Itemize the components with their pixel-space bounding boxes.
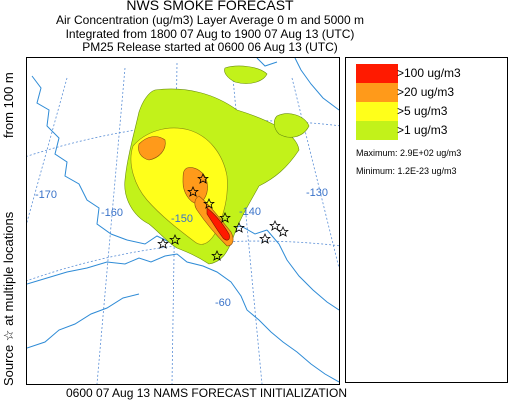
legend-minimum: Minimum: 1.2E-23 ug/m3 bbox=[356, 166, 457, 176]
lon-label-140: -140 bbox=[239, 206, 261, 218]
legend-label: >1 ug/m3 bbox=[397, 123, 448, 137]
lon-label-170: -170 bbox=[35, 189, 57, 201]
legend-panel: >100 ug/m3 >20 ug/m3 >5 ug/m3 >1 ug/m3 M… bbox=[345, 57, 508, 383]
legend-label: >100 ug/m3 bbox=[397, 66, 461, 80]
lon-label-130: -130 bbox=[306, 187, 328, 199]
legend-swatch bbox=[356, 83, 398, 102]
source-markers bbox=[157, 173, 289, 261]
lat-label-60: -60 bbox=[215, 297, 231, 309]
side-label-height: from 100 m bbox=[1, 72, 16, 138]
legend-label: >20 ug/m3 bbox=[397, 85, 455, 99]
subtitle-release: PM25 Release started at 0600 06 Aug 13 (… bbox=[82, 40, 338, 54]
legend-swatch bbox=[356, 64, 398, 83]
smoke-plume bbox=[124, 65, 310, 265]
map-panel: -170 -160 -150 -140 -130 -60 bbox=[6, 57, 358, 385]
legend-label: >5 ug/m3 bbox=[397, 104, 448, 118]
legend-swatch bbox=[356, 121, 398, 140]
map-title: NWS SMOKE FORECAST bbox=[126, 0, 294, 13]
subtitle-integration: Integrated from 1800 07 Aug to 1900 07 A… bbox=[65, 27, 355, 41]
legend-swatch bbox=[356, 102, 398, 121]
forecast-footer: 0600 07 Aug 13 NAMS FORECAST INITIALIZAT… bbox=[66, 386, 347, 400]
lon-label-160: -160 bbox=[101, 207, 123, 219]
side-label-source: Source ☆ at multiple locations bbox=[1, 211, 16, 386]
legend-maximum: Maximum: 2.9E+02 ug/m3 bbox=[356, 148, 462, 158]
subtitle-concentration: Air Concentration (ug/m3) Layer Average … bbox=[56, 13, 364, 27]
map-canvas: -170 -160 -150 -140 -130 -60 bbox=[6, 57, 358, 385]
lon-label-150: -150 bbox=[171, 213, 193, 225]
